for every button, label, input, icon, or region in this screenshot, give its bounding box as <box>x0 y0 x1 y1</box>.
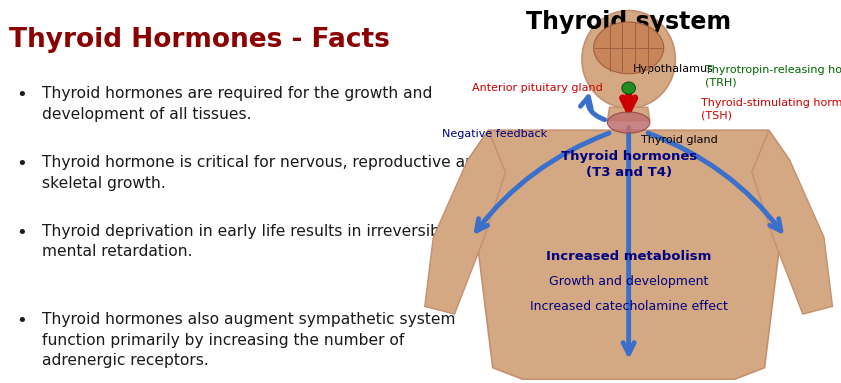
Text: •: • <box>17 224 28 242</box>
Ellipse shape <box>607 112 650 133</box>
Ellipse shape <box>582 11 675 108</box>
Text: •: • <box>17 86 28 104</box>
Text: Thyroid Hormones - Facts: Thyroid Hormones - Facts <box>9 27 390 53</box>
Text: Increased catecholamine effect: Increased catecholamine effect <box>530 300 727 313</box>
Text: Thyroid gland: Thyroid gland <box>642 135 718 145</box>
Text: Growth and development: Growth and development <box>549 275 708 288</box>
Text: Thyroid hormones
(T3 and T4): Thyroid hormones (T3 and T4) <box>560 150 697 179</box>
Text: •: • <box>17 155 28 173</box>
Text: Negative feedback: Negative feedback <box>442 129 547 139</box>
Polygon shape <box>607 107 650 121</box>
Text: Thyrotropin-releasing hormone
(TRH): Thyrotropin-releasing hormone (TRH) <box>705 65 841 88</box>
Text: Thyroid hormones also augment sympathetic system
function primarily by increasin: Thyroid hormones also augment sympatheti… <box>42 312 455 368</box>
Text: Thyroid-stimulating hormone
(TSH): Thyroid-stimulating hormone (TSH) <box>701 98 841 120</box>
Text: Thyroid hormone is critical for nervous, reproductive and
skeletal growth.: Thyroid hormone is critical for nervous,… <box>42 155 484 190</box>
Text: Thyroid system: Thyroid system <box>526 10 731 34</box>
Text: Thyroid hormones are required for the growth and
development of all tissues.: Thyroid hormones are required for the gr… <box>42 86 432 121</box>
Polygon shape <box>752 130 833 314</box>
Text: Hypothalamus: Hypothalamus <box>633 64 714 74</box>
Polygon shape <box>468 130 790 379</box>
Text: •: • <box>17 312 28 330</box>
Polygon shape <box>425 130 505 314</box>
Text: Thyroid deprivation in early life results in irreversible
mental retardation.: Thyroid deprivation in early life result… <box>42 224 453 259</box>
Text: Anterior pituitary gland: Anterior pituitary gland <box>472 83 602 93</box>
Circle shape <box>621 82 636 94</box>
Ellipse shape <box>594 22 664 74</box>
Text: Increased metabolism: Increased metabolism <box>546 250 711 263</box>
